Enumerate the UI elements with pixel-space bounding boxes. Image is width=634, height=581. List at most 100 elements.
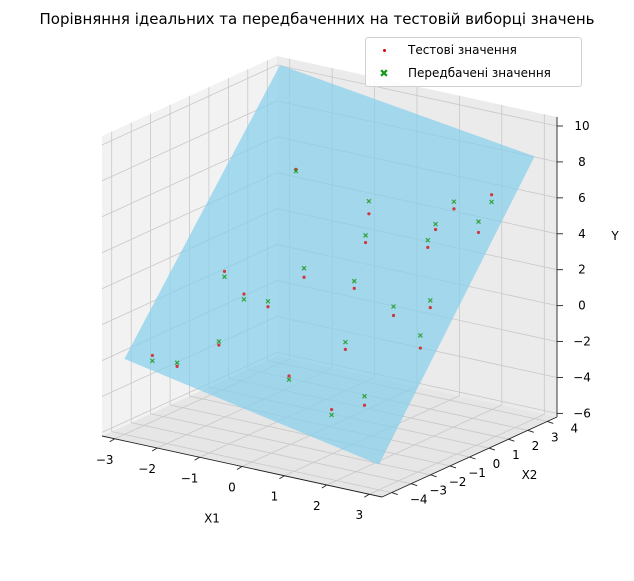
axis-label-y: Y: [610, 229, 619, 243]
test-point: [330, 407, 334, 412]
test-point: [391, 313, 396, 318]
predicted-point: [427, 297, 433, 303]
predicted-point: [293, 168, 299, 174]
tick-mark-x2: [411, 483, 418, 487]
axis-label-x1: X1: [204, 512, 220, 526]
tick-label-y: 2: [578, 263, 586, 277]
axis-label-x2: X2: [522, 468, 538, 482]
tick-mark-x2: [391, 492, 398, 495]
test-point: [433, 227, 438, 232]
test-point: [217, 343, 221, 347]
test-point: [476, 230, 481, 235]
test-point: [367, 212, 371, 216]
tick-label-y: −4: [573, 370, 591, 384]
tick-label-y: 8: [578, 155, 586, 169]
predicted-point: [366, 198, 372, 204]
tick-label-x2: 2: [532, 439, 540, 453]
plane-surface: [124, 65, 535, 465]
tick-label-x2: −4: [410, 493, 428, 507]
predicted-point: [301, 265, 307, 271]
legend-item-test: Тестові значення: [374, 42, 517, 58]
predicted-point: [342, 339, 348, 345]
tick-mark-x2: [488, 447, 496, 451]
tick-mark-x1: [279, 475, 285, 480]
data-points: [149, 167, 495, 418]
tick-label-x1: −1: [181, 471, 199, 485]
tick-label-x1: 0: [228, 481, 236, 495]
tick-label-y: −6: [573, 406, 591, 420]
tick-mark-x1: [151, 447, 158, 452]
predicted-point: [174, 360, 180, 366]
tick-label-x1: 3: [355, 508, 363, 522]
test-point: [266, 305, 270, 309]
test-point: [489, 193, 494, 197]
regression-plane: [124, 65, 535, 465]
test-point: [452, 207, 456, 211]
tick-label-x1: −3: [96, 453, 114, 467]
tick-label-x2: −3: [429, 484, 447, 498]
legend-dot-marker: [374, 42, 394, 58]
tick-label-x2: −2: [449, 475, 467, 489]
tick-mark-x2: [508, 438, 515, 442]
tick-mark-x1: [321, 484, 328, 489]
tick-mark-x2: [547, 421, 554, 424]
tick-mark-x1: [364, 493, 370, 498]
predicted-point: [425, 237, 431, 243]
grid-line-x2: [150, 113, 431, 476]
test-point: [363, 240, 368, 245]
test-point: [418, 346, 422, 350]
tick-label-y: 10: [574, 119, 589, 133]
tick-mark-x2: [469, 456, 476, 460]
tick-label-y: 0: [578, 299, 586, 313]
predicted-point: [222, 274, 227, 280]
chart-title: Порівняння ідеальних та передбаченних на…: [39, 10, 595, 28]
test-point: [426, 245, 430, 250]
test-point: [287, 374, 291, 378]
predicted-point: [476, 219, 481, 225]
tick-label-x2: 1: [512, 448, 520, 462]
predicted-point: [391, 304, 396, 309]
test-point: [428, 306, 432, 310]
tick-mark-x1: [236, 466, 243, 470]
tick-label-x2: 3: [551, 430, 559, 444]
tick-mark-x1: [109, 438, 115, 443]
test-point: [343, 347, 348, 351]
grid-line-y: [101, 64, 558, 146]
tick-label-x2: −1: [468, 466, 486, 480]
predicted-point: [363, 232, 369, 238]
tick-label-x2: 0: [493, 457, 501, 471]
test-point: [302, 275, 306, 279]
predicted-point: [149, 358, 155, 364]
tick-label-x2: 4: [570, 421, 578, 435]
predicted-point: [433, 221, 439, 227]
predicted-point: [329, 412, 335, 418]
legend: Тестові значення ✖ Передбачені значення: [365, 37, 582, 87]
tick-mark-x2: [527, 429, 534, 433]
tick-mark-x1: [194, 456, 200, 461]
tick-label-y: 6: [578, 191, 586, 205]
predicted-point: [489, 199, 495, 205]
predicted-point: [417, 333, 423, 338]
legend-x-marker: ✖: [379, 66, 389, 80]
tick-mark-x2: [430, 474, 437, 478]
grid-line-x2: [111, 131, 392, 493]
test-point: [175, 364, 179, 368]
predicted-point: [362, 393, 367, 399]
tick-label-x1: −2: [138, 462, 156, 476]
predicted-point: [451, 199, 457, 205]
legend-item-predicted: ✖ Передбачені значення: [374, 65, 551, 81]
tick-label-x1: 1: [271, 490, 279, 504]
legend-label-predicted: Передбачені значення: [408, 66, 551, 80]
grid-line-x2: [130, 122, 412, 485]
test-point: [362, 403, 367, 407]
test-point: [222, 269, 227, 273]
predicted-point: [286, 377, 292, 383]
axis-labels: X1 X2 Y: [204, 229, 619, 526]
tick-label-y: −2: [573, 335, 591, 349]
tick-mark-x2: [449, 465, 457, 469]
grid-line-x1: [369, 114, 545, 495]
predicted-point: [351, 278, 357, 284]
test-point: [352, 286, 356, 290]
